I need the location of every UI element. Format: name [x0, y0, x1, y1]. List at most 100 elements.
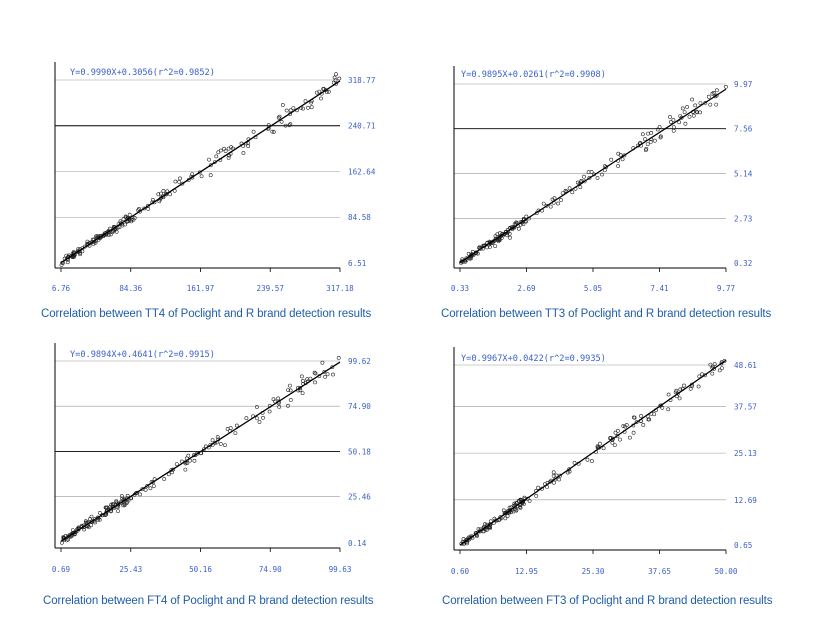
- scatter-point: [177, 179, 182, 184]
- scatter-point: [508, 235, 512, 240]
- scatter-point: [286, 388, 291, 393]
- scatter-point: [572, 460, 577, 465]
- scatter-point: [641, 423, 646, 427]
- scatter-point: [589, 169, 594, 174]
- scatter-point: [223, 149, 228, 154]
- scatter-point: [722, 359, 727, 363]
- scatter-point: [551, 473, 556, 478]
- scatter-point: [498, 234, 503, 239]
- scatter-point: [105, 505, 109, 510]
- scatter-point: [332, 75, 337, 80]
- scatter-point: [233, 431, 238, 436]
- y-tick-label: 6.51: [348, 259, 367, 268]
- x-tick-label: 0.69: [52, 565, 71, 574]
- x-tick-label: 2.69: [517, 284, 536, 293]
- x-tick-label: 9.77: [717, 284, 735, 293]
- scatter-point: [277, 114, 282, 119]
- scatter-point: [88, 516, 93, 521]
- scatter-point: [291, 106, 296, 111]
- scatter-point: [668, 120, 673, 124]
- scatter-point: [714, 88, 719, 93]
- regression-equation: Y=0.9990X+0.3056(r^2=0.9852): [70, 68, 215, 78]
- scatter-point: [597, 441, 602, 446]
- scatter-point: [89, 523, 94, 528]
- scatter-point: [288, 388, 293, 393]
- scatter-point: [65, 260, 70, 265]
- regression-equation: Y=0.9895X+0.0261(r^2=0.9908): [461, 70, 606, 80]
- scatter-point: [507, 509, 512, 513]
- scatter-point: [208, 163, 213, 168]
- scatter-point: [161, 188, 166, 193]
- scatter-point: [299, 374, 304, 379]
- scatter-point: [301, 106, 305, 111]
- regression-line: [459, 88, 727, 263]
- x-tick-label: 0.33: [451, 284, 469, 293]
- scatter-point: [459, 259, 464, 264]
- scatter-point: [267, 409, 272, 414]
- y-tick-label: 2.73: [734, 214, 752, 223]
- scatter-point: [582, 174, 586, 179]
- scatter-point: [698, 110, 703, 115]
- scatter-point: [674, 388, 679, 393]
- scatter-point: [616, 164, 621, 168]
- scatter-point: [671, 125, 676, 130]
- scatter-point: [682, 110, 687, 115]
- scatter-point: [122, 503, 127, 508]
- scatter-point: [320, 360, 325, 365]
- scatter-point: [640, 132, 645, 137]
- scatter-point: [646, 417, 651, 422]
- scatter-point: [276, 115, 281, 120]
- scatter-point: [683, 121, 688, 126]
- scatter-point: [300, 391, 305, 396]
- scatter-point: [287, 123, 292, 128]
- chart-caption-tt4: Correlation between TT4 of Poclight and …: [41, 308, 372, 320]
- y-tick-label: 84.58: [348, 213, 371, 222]
- scatter-point: [214, 154, 219, 159]
- x-tick-label: 239.57: [257, 284, 284, 293]
- scatter-point: [652, 138, 657, 143]
- x-tick-label: 5.05: [584, 284, 602, 293]
- scatter-point: [554, 473, 559, 478]
- scatter-point: [82, 527, 87, 532]
- y-tick-label: 162.64: [348, 168, 376, 177]
- scatter-point: [118, 501, 123, 505]
- regression-line: [60, 80, 341, 264]
- scatter-point: [643, 137, 647, 142]
- y-tick-label: 25.13: [734, 449, 757, 458]
- scatter-point: [609, 157, 614, 162]
- scatter-point: [123, 222, 128, 227]
- scatter-point: [225, 427, 230, 431]
- chart-panel-ft3: 0.65 12.69 25.13 37.57 48.61 0.60 12.95 25.30 37…: [408, 318, 817, 636]
- scatter-point: [118, 219, 123, 224]
- scatter-point: [551, 480, 556, 485]
- scatter-point: [180, 181, 185, 186]
- scatter-point: [589, 459, 594, 463]
- scatter-point: [691, 113, 696, 118]
- scatter-point: [509, 226, 514, 231]
- scatter-point: [687, 114, 692, 119]
- regression-line: [60, 361, 341, 542]
- chart-tt4-svg: 6.51 84.58 162.64 240.71 318.77 6.76 84.36 161.…: [52, 62, 376, 293]
- scatter-point: [493, 244, 498, 249]
- scatter-point: [286, 403, 290, 408]
- scatter-point: [216, 150, 221, 155]
- scatter-point: [116, 509, 120, 514]
- scatter-point: [234, 423, 239, 428]
- y-tick-label: 9.97: [734, 80, 752, 89]
- scatter-point: [466, 251, 471, 256]
- scatter-point: [658, 403, 663, 408]
- scatter-point: [306, 105, 310, 110]
- scatter-point: [677, 120, 682, 125]
- scatter-point: [119, 494, 124, 498]
- scatter-point: [666, 407, 671, 412]
- scatter-point: [503, 516, 508, 521]
- scatter-point: [514, 220, 519, 225]
- scatter-point: [680, 106, 685, 111]
- scatter-point: [495, 232, 500, 237]
- scatter-point: [312, 370, 317, 375]
- scatter-point: [658, 134, 663, 139]
- scatter-point: [168, 192, 173, 197]
- scatter-point: [514, 501, 519, 506]
- scatter-point: [465, 537, 470, 542]
- scatter-point: [280, 103, 285, 107]
